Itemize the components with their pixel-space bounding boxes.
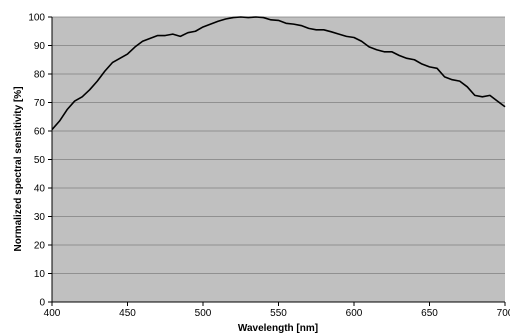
y-tick-label-70: 70	[34, 98, 46, 109]
y-axis: 0 10 20 30 40 50 60 70 80 90 100	[28, 13, 53, 309]
y-tick-label-40: 40	[34, 184, 46, 195]
x-tick-label-500: 500	[195, 308, 212, 319]
y-tick-label-0: 0	[39, 298, 45, 309]
y-tick-label-90: 90	[34, 41, 46, 52]
x-tick-label-550: 550	[270, 308, 287, 319]
x-axis: 400 450 500 550 600 650 700	[44, 301, 510, 319]
x-tick-label-650: 650	[421, 308, 438, 319]
y-tick-label-100: 100	[28, 13, 45, 24]
y-tick-label-30: 30	[34, 212, 46, 223]
y-tick-label-20: 20	[34, 241, 46, 252]
y-tick-label-50: 50	[34, 155, 46, 166]
series-line	[51, 16, 506, 131]
x-tick-label-600: 600	[346, 308, 363, 319]
y-axis-title: Normalized spectral sensitivity [%]	[13, 86, 24, 251]
grid-lines	[52, 16, 505, 274]
y-tick-label-60: 60	[34, 127, 46, 138]
y-tick-label-80: 80	[34, 70, 46, 81]
x-tick-label-700: 700	[497, 308, 510, 319]
x-tick-label-450: 450	[119, 308, 136, 319]
x-axis-title: Wavelength [nm]	[238, 323, 318, 334]
x-tick-label-400: 400	[44, 308, 61, 319]
y-tick-label-10: 10	[34, 269, 46, 280]
